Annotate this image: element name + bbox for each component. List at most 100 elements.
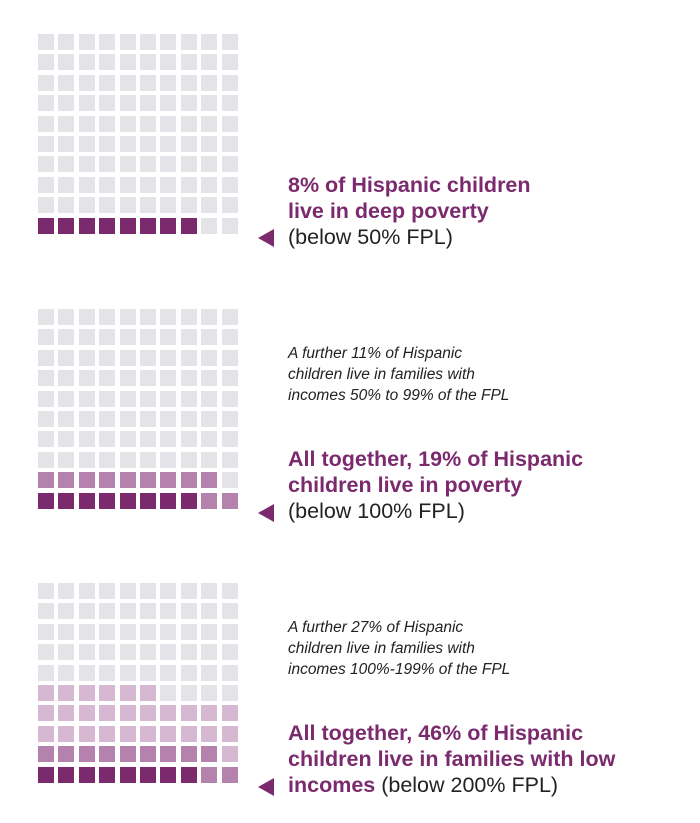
pointer-arrow-icon	[258, 504, 274, 522]
waffle-cell-empty	[201, 370, 218, 387]
waffle-cell-filled	[140, 725, 156, 742]
waffle-cell-empty	[160, 176, 177, 193]
waffle-cell-filled	[201, 725, 218, 742]
waffle-cell-filled	[119, 746, 136, 763]
waffle-cell-filled	[78, 746, 95, 763]
waffle-cell-empty	[201, 197, 218, 214]
waffle-cell-empty	[119, 136, 136, 152]
waffle-cell-empty	[99, 74, 116, 91]
waffle-cell-empty	[201, 95, 218, 112]
waffle-cell-empty	[58, 370, 75, 387]
note-line-3: incomes 50% to 99% of the FPL	[288, 387, 510, 404]
waffle-cell-empty	[99, 411, 116, 427]
waffle-cell-filled	[99, 492, 116, 509]
waffle-cell-empty	[180, 685, 197, 701]
waffle-cell-empty	[58, 644, 75, 661]
waffle-cell-empty	[58, 115, 75, 132]
waffle-cell-empty	[160, 309, 177, 325]
waffle-cell-empty	[160, 390, 177, 407]
waffle-cell-empty	[78, 623, 95, 640]
waffle-cell-empty	[58, 95, 75, 112]
waffle-cell-empty	[78, 74, 95, 91]
waffle-cell-filled	[140, 766, 156, 783]
waffle-cell-empty	[180, 115, 197, 132]
waffle-cell-empty	[180, 603, 197, 620]
waffle-cell-empty	[99, 197, 116, 214]
waffle-cell-empty	[221, 197, 238, 214]
waffle-cell-empty	[140, 411, 156, 427]
headline-line-1: 8% of Hispanic children	[288, 173, 531, 197]
waffle-cell-empty	[201, 309, 218, 325]
waffle-cell-filled	[119, 217, 136, 234]
waffle-cell-filled	[201, 746, 218, 763]
waffle-cell-filled	[78, 472, 95, 489]
waffle-cell-empty	[119, 390, 136, 407]
waffle-cell-empty	[221, 451, 238, 468]
waffle-cell-empty	[78, 370, 95, 387]
waffle-cell-empty	[140, 603, 156, 620]
waffle-cell-empty	[140, 664, 156, 681]
waffle-cell-empty	[38, 644, 54, 661]
waffle-cell-empty	[140, 115, 156, 132]
waffle-cell-empty	[160, 583, 177, 599]
waffle-cell-empty	[160, 115, 177, 132]
waffle-cell-empty	[99, 136, 116, 152]
waffle-cell-empty	[221, 74, 238, 91]
waffle-cell-empty	[140, 390, 156, 407]
waffle-cell-empty	[78, 176, 95, 193]
waffle-cell-empty	[180, 74, 197, 91]
waffle-cell-empty	[201, 217, 218, 234]
waffle-cell-empty	[201, 431, 218, 448]
waffle-cell-empty	[119, 156, 136, 173]
waffle-cell-filled	[38, 472, 54, 489]
headline-line-3-bold: incomes	[288, 773, 376, 797]
waffle-cell-empty	[180, 329, 197, 346]
waffle-cell-filled	[140, 685, 156, 701]
waffle-cell-empty	[160, 54, 177, 71]
waffle-cell-empty	[99, 644, 116, 661]
waffle-cell-filled	[140, 746, 156, 763]
waffle-grid	[38, 309, 242, 513]
waffle-cell-empty	[140, 644, 156, 661]
waffle-cell-empty	[119, 349, 136, 366]
waffle-cell-empty	[160, 451, 177, 468]
waffle-cell-empty	[58, 349, 75, 366]
waffle-cell-empty	[119, 370, 136, 387]
waffle-cell-empty	[221, 431, 238, 448]
waffle-cell-filled	[78, 705, 95, 722]
waffle-cell-empty	[38, 451, 54, 468]
waffle-cell-empty	[119, 329, 136, 346]
note-text: A further 11% of Hispanic children live …	[288, 343, 509, 406]
headline: 8% of Hispanic children live in deep pov…	[288, 172, 531, 250]
waffle-cell-empty	[99, 309, 116, 325]
waffle-cell-filled	[58, 472, 75, 489]
waffle-cell-empty	[58, 451, 75, 468]
waffle-cell-empty	[99, 156, 116, 173]
waffle-cell-filled	[119, 472, 136, 489]
waffle-cell-empty	[160, 349, 177, 366]
waffle-cell-empty	[38, 34, 54, 50]
waffle-cell-empty	[180, 583, 197, 599]
waffle-cell-empty	[99, 390, 116, 407]
waffle-cell-filled	[160, 217, 177, 234]
waffle-cell-empty	[38, 431, 54, 448]
waffle-cell-filled	[201, 766, 218, 783]
waffle-cell-empty	[221, 309, 238, 325]
waffle-cell-empty	[221, 176, 238, 193]
waffle-cell-empty	[58, 411, 75, 427]
waffle-cell-empty	[221, 54, 238, 71]
waffle-cell-empty	[180, 390, 197, 407]
waffle-cell-filled	[180, 492, 197, 509]
waffle-cell-filled	[201, 705, 218, 722]
waffle-cell-empty	[38, 309, 54, 325]
waffle-cell-empty	[38, 156, 54, 173]
waffle-cell-empty	[38, 349, 54, 366]
waffle-cell-empty	[58, 197, 75, 214]
waffle-cell-filled	[58, 746, 75, 763]
waffle-cell-empty	[201, 644, 218, 661]
waffle-cell-empty	[38, 329, 54, 346]
waffle-cell-filled	[160, 492, 177, 509]
waffle-cell-empty	[160, 603, 177, 620]
waffle-cell-empty	[180, 349, 197, 366]
headline: All together, 46% of Hispanic children l…	[288, 720, 615, 798]
